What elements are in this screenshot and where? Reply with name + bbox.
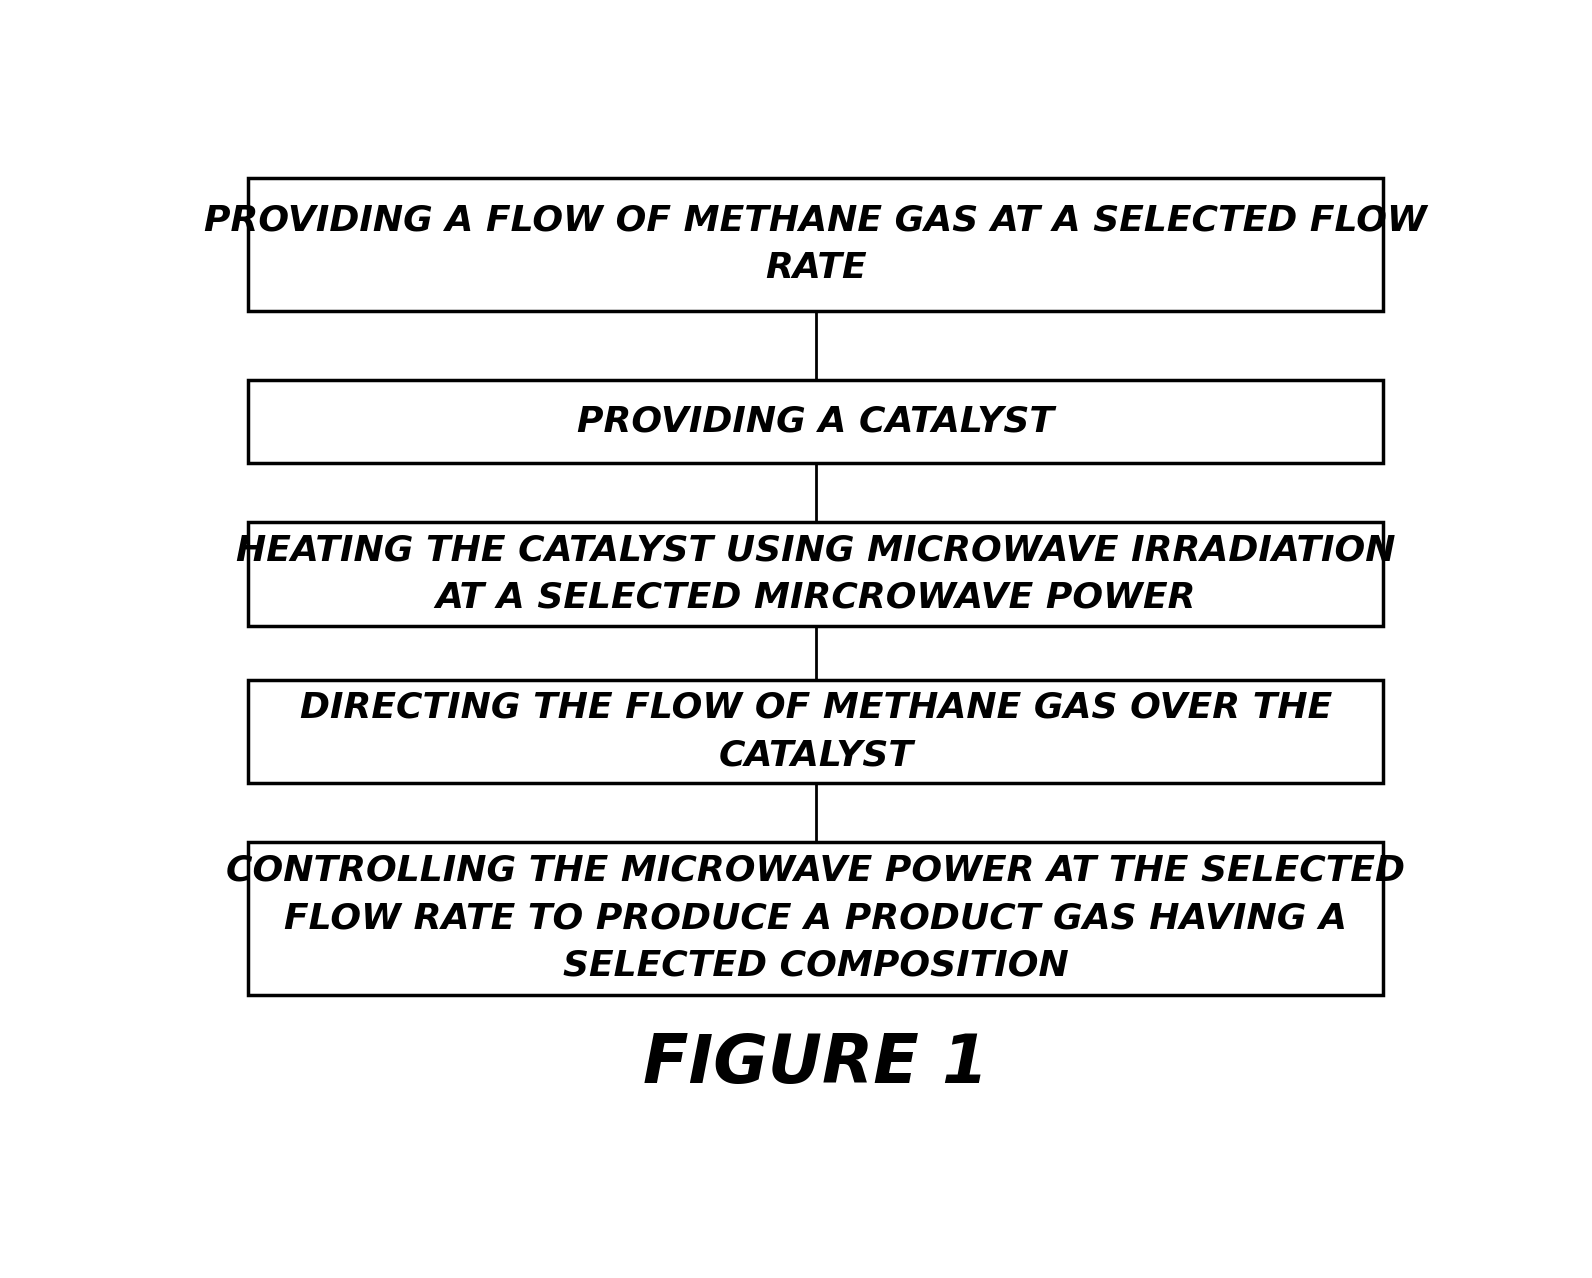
Text: DIRECTING THE FLOW OF METHANE GAS OVER THE
CATALYST: DIRECTING THE FLOW OF METHANE GAS OVER T… — [299, 690, 1333, 772]
FancyBboxPatch shape — [248, 842, 1383, 994]
Text: PROVIDING A FLOW OF METHANE GAS AT A SELECTED FLOW
RATE: PROVIDING A FLOW OF METHANE GAS AT A SEL… — [204, 203, 1428, 285]
FancyBboxPatch shape — [248, 178, 1383, 311]
Text: FIGURE 1: FIGURE 1 — [643, 1030, 989, 1097]
FancyBboxPatch shape — [248, 680, 1383, 783]
Text: HEATING THE CATALYST USING MICROWAVE IRRADIATION
AT A SELECTED MIRCROWAVE POWER: HEATING THE CATALYST USING MICROWAVE IRR… — [236, 533, 1396, 615]
FancyBboxPatch shape — [248, 380, 1383, 464]
Text: PROVIDING A CATALYST: PROVIDING A CATALYST — [578, 405, 1054, 438]
FancyBboxPatch shape — [248, 523, 1383, 626]
Text: CONTROLLING THE MICROWAVE POWER AT THE SELECTED
FLOW RATE TO PRODUCE A PRODUCT G: CONTROLLING THE MICROWAVE POWER AT THE S… — [226, 854, 1406, 983]
